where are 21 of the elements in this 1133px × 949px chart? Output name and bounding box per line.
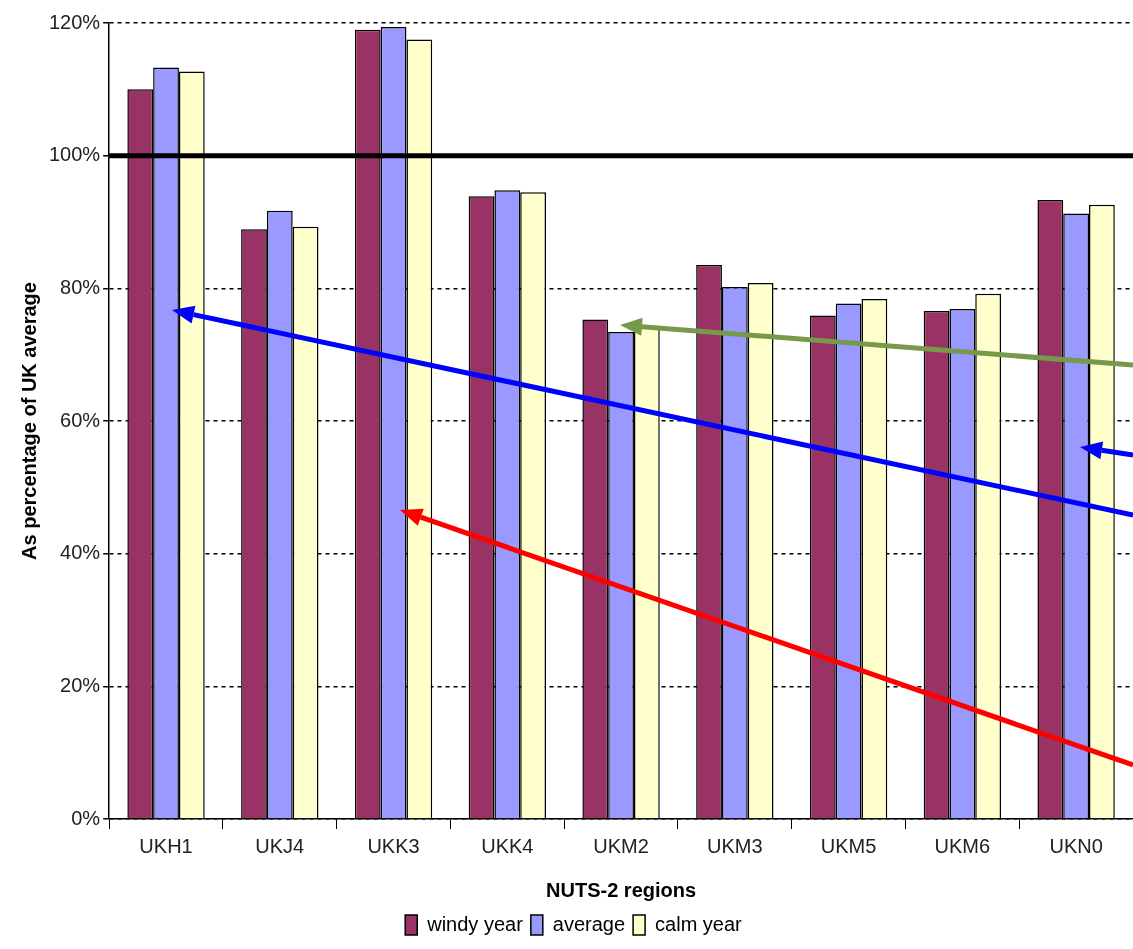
x-tick-label: UKM5 xyxy=(820,834,877,857)
y-tick-label: 80% xyxy=(60,275,101,298)
y-tick-label: 40% xyxy=(60,541,101,564)
legend-label: average xyxy=(552,912,626,935)
y-tick-label: 60% xyxy=(60,408,101,431)
x-tick-label: UKN0 xyxy=(1049,834,1103,857)
x-axis-title: NUTS-2 regions xyxy=(546,878,697,901)
x-tick-label: UKM2 xyxy=(593,834,649,857)
x-tick-label: UKK4 xyxy=(481,834,534,857)
legend-label: windy year xyxy=(426,912,524,935)
y-tick-label: 20% xyxy=(60,673,101,696)
y-tick-label: 120% xyxy=(49,10,101,33)
x-tick-label: UKJ4 xyxy=(255,834,305,857)
y-axis-title: As percentage of UK average xyxy=(17,282,40,560)
y-tick-label: 0% xyxy=(71,806,101,829)
x-tick-label: UKK3 xyxy=(367,834,420,857)
legend-label: calm year xyxy=(655,912,743,935)
x-tick-label: UKH1 xyxy=(139,834,193,857)
y-tick-label: 100% xyxy=(49,143,101,166)
x-tick-label: UKM6 xyxy=(934,834,991,857)
x-tick-label: UKM3 xyxy=(707,834,763,857)
